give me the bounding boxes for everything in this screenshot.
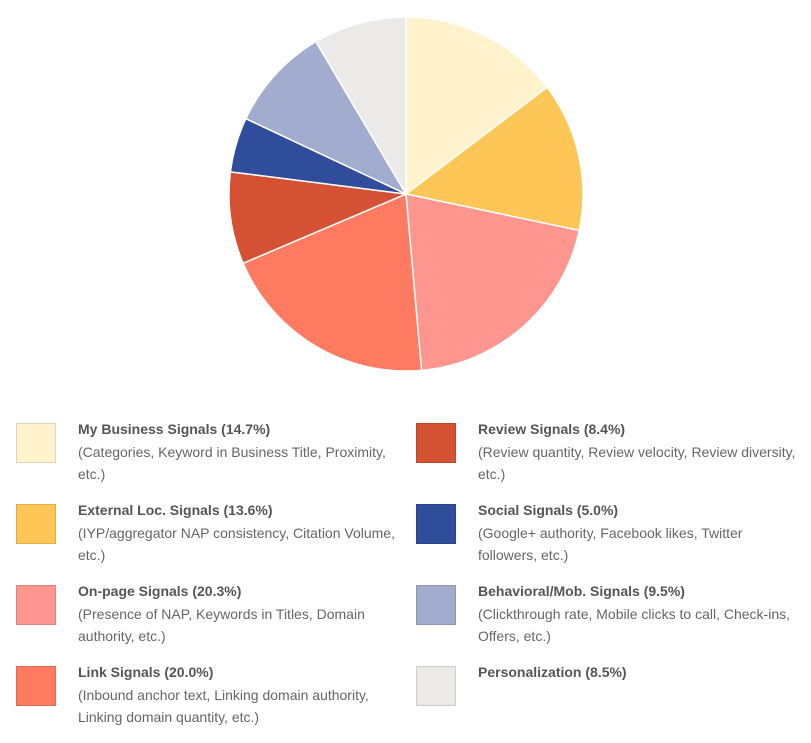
legend-description-on-page-signals: (Presence of NAP, Keywords in Titles, Do… bbox=[78, 606, 365, 644]
pie-slice-personalization bbox=[315, 16, 407, 195]
legend-swatch-my-business-signals bbox=[16, 423, 56, 463]
legend-description-review-signals: (Review quantity, Review velocity, Revie… bbox=[478, 444, 796, 482]
legend-label-on-page-signals: On-page Signals (20.3%) bbox=[78, 583, 242, 599]
pie-slice-external-loc-signals bbox=[405, 86, 584, 232]
pie-slice-link-signals bbox=[242, 193, 423, 372]
pie-chart bbox=[228, 16, 584, 372]
legend-description-social-signals: (Google+ authority, Facebook likes, Twit… bbox=[478, 525, 743, 563]
legend-item-social-signals: Social Signals (5.0%) (Google+ authority… bbox=[416, 501, 806, 581]
pie-slice-my-business-signals bbox=[405, 16, 548, 195]
legend-item-on-page-signals: On-page Signals (20.3%) (Presence of NAP… bbox=[16, 582, 406, 662]
legend-label-my-business-signals: My Business Signals (14.7%) bbox=[78, 421, 271, 437]
legend-item-personalization: Personalization (8.5%) bbox=[416, 663, 806, 743]
pie-slice-behavioral-mob-signals bbox=[245, 40, 407, 195]
legend-swatch-link-signals bbox=[16, 666, 56, 706]
legend-swatch-on-page-signals bbox=[16, 585, 56, 625]
legend-swatch-external-loc-signals bbox=[16, 504, 56, 544]
legend-item-behavioral-mob-signals: Behavioral/Mob. Signals (9.5%) (Clickthr… bbox=[416, 582, 806, 662]
legend-label-behavioral-mob-signals: Behavioral/Mob. Signals (9.5%) bbox=[478, 583, 685, 599]
legend-item-link-signals: Link Signals (20.0%) (Inbound anchor tex… bbox=[16, 663, 406, 743]
legend-label-external-loc-signals: External Loc. Signals (13.6%) bbox=[78, 502, 273, 518]
legend-item-review-signals: Review Signals (8.4%) (Review quantity, … bbox=[416, 420, 806, 500]
legend-label-link-signals: Link Signals (20.0%) bbox=[78, 664, 214, 680]
legend-description-behavioral-mob-signals: (Clickthrough rate, Mobile clicks to cal… bbox=[478, 606, 790, 644]
legend-description-link-signals: (Inbound anchor text, Linking domain aut… bbox=[78, 687, 369, 725]
legend-label-social-signals: Social Signals (5.0%) bbox=[478, 502, 619, 518]
legend-swatch-review-signals bbox=[416, 423, 456, 463]
legend-swatch-personalization bbox=[416, 666, 456, 706]
legend-item-external-loc-signals: External Loc. Signals (13.6%) (IYP/aggre… bbox=[16, 501, 406, 581]
legend-swatch-behavioral-mob-signals bbox=[416, 585, 456, 625]
legend-label-review-signals: Review Signals (8.4%) bbox=[478, 421, 626, 437]
legend-description-external-loc-signals: (IYP/aggregator NAP consistency, Citatio… bbox=[78, 525, 395, 563]
legend-swatch-social-signals bbox=[416, 504, 456, 544]
legend-description-my-business-signals: (Categories, Keyword in Business Title, … bbox=[78, 444, 386, 482]
legend-item-my-business-signals: My Business Signals (14.7%) (Categories,… bbox=[16, 420, 406, 500]
pie-slice-review-signals bbox=[228, 171, 407, 265]
pie-slice-on-page-signals bbox=[405, 193, 580, 372]
legend-label-personalization: Personalization (8.5%) bbox=[478, 664, 627, 680]
